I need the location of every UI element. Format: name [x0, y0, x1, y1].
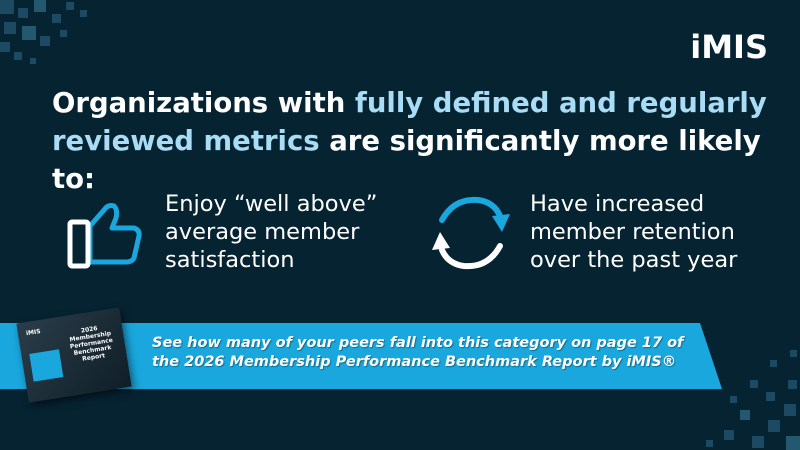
cta-line-2: the 2026 Membership Performance Benchmar…: [152, 354, 677, 370]
benefit-satisfaction: Enjoy “well above” average member satisf…: [165, 190, 377, 274]
benefit-line: satisfaction: [165, 247, 295, 273]
book-title: 2026 Membership Performance Benchmark Re…: [69, 325, 114, 363]
benefit-line: Have increased: [530, 191, 705, 217]
headline-highlight: fully defined and regularly reviewed met…: [52, 87, 767, 157]
cta-text: See how many of your peers fall into thi…: [152, 334, 683, 372]
book-image: [29, 349, 64, 382]
report-cover-image[interactable]: iMIS 2026 Membership Performance Benchma…: [16, 307, 132, 403]
benefit-line: average member: [165, 219, 360, 245]
benefit-retention: Have increased member retention over the…: [530, 190, 737, 274]
imis-logo: iMIS: [690, 28, 768, 66]
cta-line-1: See how many of your peers fall into thi…: [152, 335, 684, 351]
headline-text-end: are significantly more likely to:: [52, 125, 761, 195]
headline-text: Organizations with: [52, 87, 355, 119]
benefit-line: member retention: [530, 219, 735, 245]
book-logo: iMIS: [25, 327, 42, 338]
thumbs-up-icon: [67, 203, 142, 269]
benefit-line: over the past year: [530, 247, 738, 273]
benefit-line: Enjoy “well above”: [165, 191, 378, 217]
refresh-cycle-icon: [432, 196, 510, 270]
headline: Organizations with fully defined and reg…: [52, 84, 772, 198]
